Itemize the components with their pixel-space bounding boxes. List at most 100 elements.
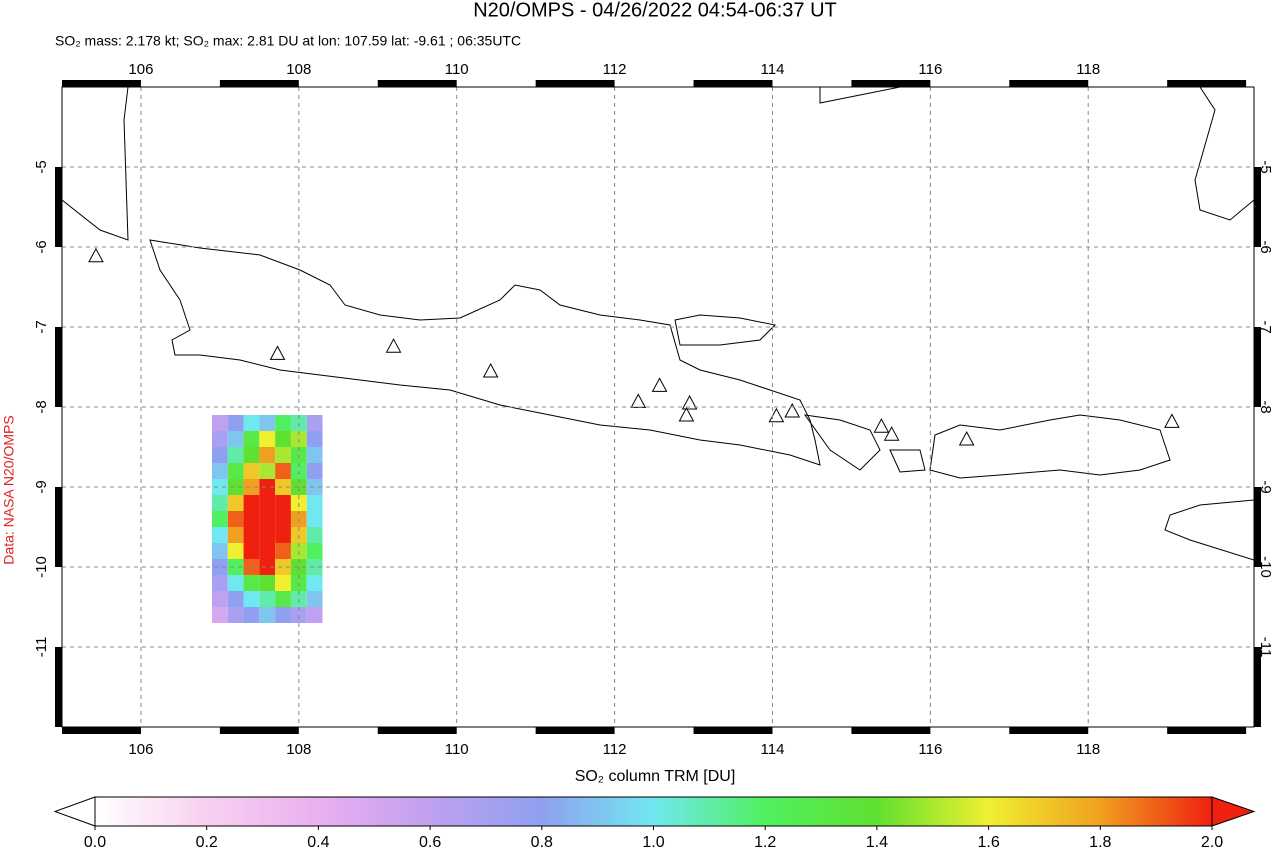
so2-cell	[243, 527, 260, 543]
coast-lombok	[889, 449, 926, 473]
so2-cell	[275, 479, 291, 495]
map	[62, 87, 1254, 727]
so2-cell	[211, 479, 228, 495]
so2-cell	[259, 591, 276, 607]
so2-cell	[211, 607, 228, 623]
x-tick-label: 114	[761, 61, 785, 78]
volcano	[784, 402, 801, 418]
so2-cell	[211, 431, 228, 447]
frame-band	[851, 80, 931, 87]
volcano	[651, 377, 668, 392]
so2-cell	[243, 447, 260, 463]
colorbar-over	[1211, 796, 1256, 827]
so2-cell	[243, 479, 260, 495]
volcano	[482, 362, 499, 378]
so2-cell	[243, 591, 260, 607]
so2-cell	[275, 511, 291, 527]
frame-band	[1009, 80, 1089, 87]
so2-cell	[211, 527, 228, 543]
so2-cell	[227, 463, 244, 479]
so2-cell	[227, 495, 244, 511]
y-tick-label: -8	[33, 400, 50, 413]
y-tick-label: -7	[1257, 320, 1272, 333]
volcano	[958, 430, 975, 446]
x-tick-label: 108	[286, 741, 311, 758]
so2-cell	[259, 463, 276, 479]
frame-band	[1254, 167, 1261, 247]
so2-cell	[275, 495, 291, 511]
coast-bali	[803, 414, 881, 471]
so2-cell	[243, 511, 260, 527]
frame-band	[535, 80, 615, 87]
x-tick-label: 110	[445, 741, 469, 758]
frame-band	[377, 80, 457, 87]
so2-cell	[275, 543, 291, 559]
y-tick-label: -6	[1257, 240, 1272, 253]
so2-cell	[275, 527, 291, 543]
x-tick-label: 118	[1076, 61, 1100, 78]
so2-cell	[259, 527, 276, 543]
volcano	[88, 247, 104, 263]
colorbar-tick-label: 1.4	[866, 834, 888, 851]
frame-band	[62, 80, 141, 87]
so2-cell	[243, 495, 260, 511]
frame-bands	[55, 80, 1261, 734]
so2-cell	[306, 607, 323, 623]
frame-band	[55, 647, 62, 727]
so2-cell	[243, 431, 260, 447]
colorbar-tick-label: 0.4	[307, 834, 329, 851]
so2-cell	[227, 543, 244, 559]
credit: Data: NASA N20/OMPS	[1, 415, 17, 564]
x-tick-label: 116	[918, 741, 942, 758]
coast-sumba	[1164, 499, 1254, 561]
volcano	[269, 345, 286, 360]
frame-band	[693, 727, 773, 734]
colorbar-under	[53, 796, 96, 827]
x-tick-label: 118	[1076, 741, 1100, 758]
so2-cell	[306, 559, 323, 575]
y-tick-label: -7	[33, 320, 50, 333]
so2-cell	[243, 607, 260, 623]
so2-cell	[275, 463, 291, 479]
so2-cell	[306, 479, 323, 495]
y-tick-label: -10	[1257, 556, 1272, 578]
coast-madura	[674, 314, 777, 346]
x-tick-label: 116	[918, 61, 942, 78]
so2-cell	[306, 415, 323, 431]
so2-cell	[306, 495, 323, 511]
coastlines	[62, 87, 1254, 561]
colorbar-tick-label: 1.2	[754, 834, 776, 851]
frame-band	[851, 727, 931, 734]
volcano	[681, 394, 698, 410]
so2-cell	[306, 511, 323, 527]
so2-cell	[227, 527, 244, 543]
so2-cell	[306, 575, 323, 591]
so2-cell	[306, 447, 323, 463]
so2-cell	[227, 607, 244, 623]
so2-cell	[211, 463, 228, 479]
so2-cell	[211, 575, 228, 591]
y-tick-label: -5	[33, 160, 50, 173]
frame-band	[1167, 727, 1247, 734]
so2-cell	[227, 511, 244, 527]
so2-cell	[211, 447, 228, 463]
map-frame	[61, 86, 1255, 728]
coast-borneo	[819, 87, 901, 104]
x-tick-label: 106	[128, 61, 153, 78]
so2-cell	[259, 415, 276, 431]
so2-cell	[306, 591, 323, 607]
so2-cell	[259, 607, 276, 623]
frame-band	[1009, 727, 1089, 734]
x-tick-label: 114	[761, 741, 785, 758]
frame-band	[55, 167, 62, 247]
so2-cell	[306, 543, 323, 559]
volcano	[630, 393, 647, 408]
coast-sumatra	[62, 87, 129, 241]
so2-cell	[306, 463, 323, 479]
colorbar-tick-label: 0.2	[196, 834, 218, 851]
x-tick-label: 110	[445, 61, 469, 78]
frame-band	[55, 487, 62, 567]
frame-band	[1254, 327, 1261, 407]
so2-cell	[211, 543, 228, 559]
